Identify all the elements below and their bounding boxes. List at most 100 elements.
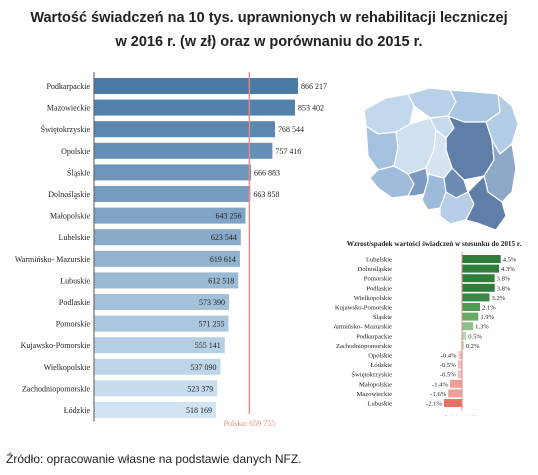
category-label: Pomorskie: [56, 320, 91, 329]
category-label: Lubelskie: [58, 233, 90, 242]
value-label: 571 255: [199, 320, 225, 329]
change-category-label: Lubelskie: [366, 257, 392, 264]
bar-5: [94, 186, 251, 202]
bar-7: [94, 229, 241, 246]
map-region-opolskie: [407, 167, 429, 197]
map-region-mazowieckie: [445, 115, 495, 181]
category-label: Małopolskie: [50, 212, 90, 221]
bar-12: [94, 337, 225, 354]
value-label: 612 518: [208, 276, 234, 285]
value-label: 643 256: [215, 212, 241, 221]
title-line-1: Wartość świadczeń na 10 tys. uprawnionyc…: [30, 10, 508, 26]
change-category-label: Zachodniopomorskie: [336, 343, 392, 350]
change-value-label: -1.6%: [430, 391, 446, 398]
change-category-label: Kujawsko-Pomorskie: [335, 305, 392, 312]
bar-10: [94, 294, 230, 310]
bar-1: [94, 99, 295, 116]
change-category-label: Opolskie: [368, 353, 392, 360]
change-bar-11: [457, 360, 462, 369]
change-bar-12: [457, 370, 462, 379]
bar-15: [94, 402, 217, 418]
change-category-label: Małopolskie: [359, 381, 392, 388]
change-value-label: -0.4%: [441, 353, 457, 360]
map-region-lubelskie: [483, 139, 517, 203]
category-label: Zachodniopomorskie: [22, 384, 90, 393]
change-bar-0: [462, 255, 501, 263]
change-value-label: 3.2%: [492, 295, 506, 302]
change-bar-7: [462, 322, 474, 331]
value-label: 537 090: [190, 363, 216, 372]
value-label: 518 169: [186, 406, 212, 415]
value-label: 666 883: [254, 168, 280, 177]
change-bar-13: [449, 379, 462, 388]
chart-title: Wartość świadczeń na 10 tys. uprawnionyc…: [0, 6, 538, 54]
value-label: 853 402: [298, 104, 324, 113]
category-label: Śląskie: [67, 167, 91, 177]
change-bar-1: [462, 264, 499, 273]
change-bar-chart: Wzrost/spadek wartości świadczeń w stosu…: [334, 240, 522, 416]
category-label: Kujawsko-Pomorskie: [21, 341, 91, 350]
value-label: 523 379: [187, 384, 213, 393]
change-value-label: -2.1%: [426, 401, 442, 408]
change-value-label: 3.8%: [497, 285, 511, 292]
category-label: Lubuskie: [60, 276, 90, 285]
change-value-label: -0.5%: [440, 372, 456, 379]
bar-8: [94, 250, 240, 267]
change-category-label: Świętokrzyskie: [351, 371, 392, 379]
bar-13: [94, 358, 221, 375]
change-category-label: Podkarpackie: [356, 333, 392, 340]
poland-map: [363, 87, 519, 231]
value-label: 768 544: [278, 125, 304, 134]
source-note: Źródło: opracowanie własne na podstawie …: [6, 452, 302, 466]
change-bar-14: [448, 389, 462, 398]
change-value-label: 0.5%: [468, 333, 482, 340]
bar-9: [94, 272, 239, 289]
change-category-label: Pomorskie: [364, 276, 392, 283]
change-value-label: 4.5%: [503, 257, 517, 264]
value-label: 619 614: [210, 255, 236, 264]
bar-0: [94, 78, 298, 94]
change-value-label: 0.2%: [466, 343, 480, 350]
title-line-2: w 2016 r. (w zł) oraz w porównaniu do 20…: [115, 34, 423, 50]
change-chart-title: Wzrost/spadek wartości świadczeń w stosu…: [347, 240, 522, 248]
change-value-label: -0.5%: [440, 362, 456, 369]
change-category-label: Mazowieckie: [356, 391, 392, 398]
category-label: Podlaskie: [59, 298, 91, 307]
bar-6: [94, 207, 246, 224]
main-bar-chart: Podkarpackie 866 217 Mazowieckie 853 402 Świ…: [15, 72, 327, 428]
bar-14: [94, 380, 218, 397]
change-bar-9: [462, 341, 464, 350]
category-label: Wielkopolskie: [44, 363, 91, 372]
bar-3: [94, 142, 273, 159]
category-label: Świętokrzyskie: [41, 124, 91, 134]
change-category-label: Warmińsko- Mazurskie: [334, 324, 392, 331]
change-category-label: Dolnośląskie: [358, 266, 393, 273]
change-value-label: -1.4%: [432, 381, 448, 388]
change-value-label: 3.8%: [497, 276, 511, 283]
change-bar-6: [462, 312, 479, 321]
bar-4: [94, 164, 252, 181]
change-bar-4: [462, 293, 490, 302]
bar-2: [94, 121, 275, 138]
value-label: 866 217: [301, 82, 327, 91]
value-label: 663 858: [253, 190, 279, 199]
change-category-label: Śląskie: [373, 313, 392, 321]
category-label: Warmińsko- Mazurskie: [15, 255, 91, 264]
category-label: Podkarpackie: [46, 82, 90, 91]
average-label: Polska: 659 755: [224, 419, 276, 428]
change-bar-8: [462, 331, 467, 340]
change-category-label: Lubuskie: [367, 401, 392, 408]
change-value-label: 2.1%: [482, 305, 496, 312]
change-category-label: Podlaskie: [366, 285, 392, 292]
value-label: 573 390: [199, 298, 225, 307]
change-value-label: 1.9%: [480, 314, 494, 321]
change-value-label: 1.3%: [475, 324, 489, 331]
category-label: Łódzkie: [64, 406, 91, 415]
map-region-podkarpackie: [465, 175, 507, 231]
change-category-label: Wielkopolskie: [354, 295, 392, 302]
change-bar-15: [443, 399, 462, 407]
change-bar-3: [462, 283, 495, 292]
value-label: 623 544: [211, 233, 237, 242]
change-category-label: Łódzkie: [370, 362, 392, 369]
category-label: Mazowieckie: [47, 104, 91, 113]
